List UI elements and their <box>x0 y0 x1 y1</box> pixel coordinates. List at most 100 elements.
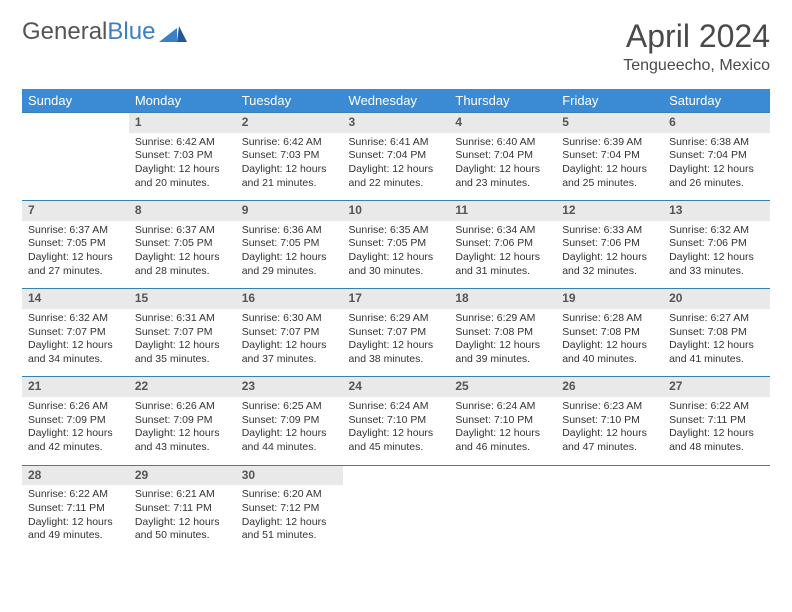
daylight-text-2: and 21 minutes. <box>242 177 337 191</box>
sunset-text: Sunset: 7:09 PM <box>242 414 337 428</box>
sunrise-text: Sunrise: 6:29 AM <box>349 312 444 326</box>
sunrise-text: Sunrise: 6:29 AM <box>455 312 550 326</box>
sunrise-text: Sunrise: 6:37 AM <box>28 224 123 238</box>
header: GeneralBlue April 2024 Tengueecho, Mexic… <box>22 18 770 75</box>
calendar-table: Sunday Monday Tuesday Wednesday Thursday… <box>22 89 770 553</box>
day-number: 2 <box>236 113 343 133</box>
day-cell: Sunrise: 6:38 AMSunset: 7:04 PMDaylight:… <box>663 133 770 201</box>
daylight-text-1: Daylight: 12 hours <box>669 339 764 353</box>
daylight-text-1: Daylight: 12 hours <box>242 163 337 177</box>
day-content-row: Sunrise: 6:26 AM Sunset: 7:09 PM Daylight:… <box>22 397 770 465</box>
weekday-header: Tuesday <box>236 89 343 113</box>
day-number: 18 <box>449 289 556 309</box>
daylight-text-1: Daylight: 12 hours <box>349 339 444 353</box>
day-number: 29 <box>129 465 236 485</box>
sunrise-text: Sunrise: 6:40 AM <box>455 136 550 150</box>
day-number: 11 <box>449 201 556 221</box>
day-number: 5 <box>556 113 663 133</box>
sunset-text: Sunset: 7:06 PM <box>669 237 764 251</box>
sunrise-text: Sunrise: 6:26 AM <box>135 400 230 414</box>
sunrise-text: Sunrise: 6:36 AM <box>242 224 337 238</box>
weekday-header: Friday <box>556 89 663 113</box>
daylight-text-2: and 42 minutes. <box>28 441 123 455</box>
daylight-text-2: and 45 minutes. <box>349 441 444 455</box>
daylight-text-1: Daylight: 12 hours <box>669 427 764 441</box>
day-cell: Sunrise: 6:32 AMSunset: 7:06 PMDaylight:… <box>663 221 770 289</box>
day-number: 12 <box>556 201 663 221</box>
sunrise-text: Sunrise: 6:42 AM <box>242 136 337 150</box>
sunset-text: Sunset: 7:04 PM <box>562 149 657 163</box>
daylight-text-1: Daylight: 12 hours <box>455 427 550 441</box>
sunrise-text: Sunrise: 6:21 AM <box>135 488 230 502</box>
daylight-text-1: Daylight: 12 hours <box>242 251 337 265</box>
sunrise-text: Sunrise: 6:34 AM <box>455 224 550 238</box>
day-number: 1 <box>129 113 236 133</box>
daylight-text-2: and 50 minutes. <box>135 529 230 543</box>
sunrise-text: Sunrise: 6:42 AM <box>135 136 230 150</box>
day-number: 23 <box>236 377 343 397</box>
sunset-text: Sunset: 7:08 PM <box>669 326 764 340</box>
day-cell: Sunrise: 6:35 AMSunset: 7:05 PMDaylight:… <box>343 221 450 289</box>
day-cell <box>556 485 663 553</box>
daylight-text-1: Daylight: 12 hours <box>28 251 123 265</box>
day-number: 19 <box>556 289 663 309</box>
sunrise-text: Sunrise: 6:24 AM <box>349 400 444 414</box>
day-cell: Sunrise: 6:24 AMSunset: 7:10 PMDaylight:… <box>343 397 450 465</box>
daylight-text-2: and 46 minutes. <box>455 441 550 455</box>
day-number: 27 <box>663 377 770 397</box>
day-cell: Sunrise: 6:21 AMSunset: 7:11 PMDaylight:… <box>129 485 236 553</box>
sunrise-text: Sunrise: 6:23 AM <box>562 400 657 414</box>
sunset-text: Sunset: 7:08 PM <box>455 326 550 340</box>
sunrise-text: Sunrise: 6:22 AM <box>669 400 764 414</box>
weekday-header: Monday <box>129 89 236 113</box>
day-number-row: 123456 <box>22 113 770 133</box>
daylight-text-2: and 33 minutes. <box>669 265 764 279</box>
daylight-text-2: and 47 minutes. <box>562 441 657 455</box>
day-number: 25 <box>449 377 556 397</box>
day-cell <box>343 485 450 553</box>
weekday-header: Sunday <box>22 89 129 113</box>
daylight-text-2: and 35 minutes. <box>135 353 230 367</box>
day-number <box>556 465 663 485</box>
daylight-text-2: and 34 minutes. <box>28 353 123 367</box>
daylight-text-1: Daylight: 12 hours <box>28 339 123 353</box>
daylight-text-2: and 31 minutes. <box>455 265 550 279</box>
daylight-text-2: and 32 minutes. <box>562 265 657 279</box>
sunset-text: Sunset: 7:07 PM <box>349 326 444 340</box>
sunset-text: Sunset: 7:11 PM <box>135 502 230 516</box>
day-number: 26 <box>556 377 663 397</box>
logo: GeneralBlue <box>22 18 187 46</box>
sunrise-text: Sunrise: 6:25 AM <box>242 400 337 414</box>
day-number: 4 <box>449 113 556 133</box>
day-content-row: Sunrise: 6:32 AMSunset: 7:07 PMDaylight:… <box>22 309 770 377</box>
day-number: 8 <box>129 201 236 221</box>
day-cell: Sunrise: 6:42 AMSunset: 7:03 PMDaylight:… <box>236 133 343 201</box>
day-number <box>449 465 556 485</box>
location-label: Tengueecho, Mexico <box>623 57 770 75</box>
day-cell: Sunrise: 6:42 AMSunset: 7:03 PMDaylight:… <box>129 133 236 201</box>
title-block: April 2024 Tengueecho, Mexico <box>623 18 770 75</box>
day-cell: Sunrise: 6:36 AMSunset: 7:05 PMDaylight:… <box>236 221 343 289</box>
day-cell: Sunrise: 6:22 AMSunset: 7:11 PMDaylight:… <box>22 485 129 553</box>
sunrise-text: Sunrise: 6:35 AM <box>349 224 444 238</box>
daylight-text-1: Daylight: 12 hours <box>135 427 230 441</box>
daylight-text-1: Daylight: 12 hours <box>455 339 550 353</box>
day-cell: Sunrise: 6:39 AMSunset: 7:04 PMDaylight:… <box>556 133 663 201</box>
daylight-text-1: Daylight: 12 hours <box>562 163 657 177</box>
day-cell: Sunrise: 6:31 AMSunset: 7:07 PMDaylight:… <box>129 309 236 377</box>
day-cell: Sunrise: 6:30 AMSunset: 7:07 PMDaylight:… <box>236 309 343 377</box>
daylight-text-2: and 44 minutes. <box>242 441 337 455</box>
sunset-text: Sunset: 7:07 PM <box>135 326 230 340</box>
daylight-text-1: Daylight: 12 hours <box>28 516 123 530</box>
daylight-text-2: and 28 minutes. <box>135 265 230 279</box>
day-content-row: Sunrise: 6:42 AMSunset: 7:03 PMDaylight:… <box>22 133 770 201</box>
sunset-text: Sunset: 7:12 PM <box>242 502 337 516</box>
sunset-text: Sunset: 7:04 PM <box>669 149 764 163</box>
day-number-row: 78910111213 <box>22 201 770 221</box>
daylight-text-1: Daylight: 12 hours <box>455 251 550 265</box>
daylight-text-1: Daylight: 12 hours <box>135 251 230 265</box>
day-cell: Sunrise: 6:26 AMSunset: 7:09 PMDaylight:… <box>129 397 236 465</box>
sunrise-text: Sunrise: 6:37 AM <box>135 224 230 238</box>
sunrise-text: Sunrise: 6:33 AM <box>562 224 657 238</box>
daylight-text-2: and 38 minutes. <box>349 353 444 367</box>
